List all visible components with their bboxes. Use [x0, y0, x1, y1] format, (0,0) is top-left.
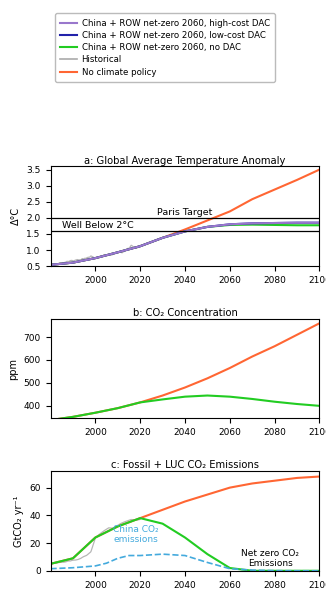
Text: Well Below 2°C: Well Below 2°C: [62, 221, 133, 230]
Title: c: Fossil + LUC CO₂ Emissions: c: Fossil + LUC CO₂ Emissions: [111, 460, 259, 471]
Y-axis label: Δ°C: Δ°C: [11, 207, 21, 225]
Title: a: Global Average Temperature Anomaly: a: Global Average Temperature Anomaly: [84, 156, 286, 165]
Y-axis label: GtCO₂ yr⁻¹: GtCO₂ yr⁻¹: [14, 495, 24, 547]
Text: Net zero CO₂
Emissions: Net zero CO₂ Emissions: [241, 548, 299, 568]
Legend: China + ROW net-zero 2060, high-cost DAC, China + ROW net-zero 2060, low-cost DA: China + ROW net-zero 2060, high-cost DAC…: [55, 13, 275, 82]
Text: Paris Target: Paris Target: [157, 208, 213, 217]
Title: b: CO₂ Concentration: b: CO₂ Concentration: [133, 308, 237, 318]
Text: China CO₂
emissions: China CO₂ emissions: [113, 525, 158, 544]
Y-axis label: ppm: ppm: [8, 358, 18, 379]
